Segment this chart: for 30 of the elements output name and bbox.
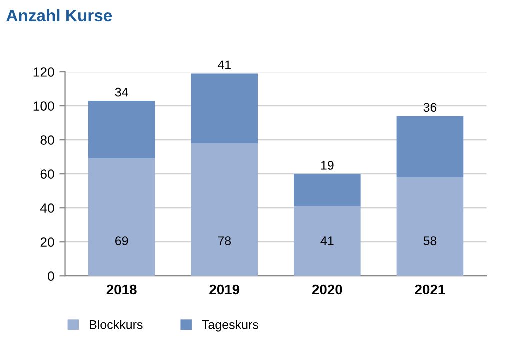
- x-tick-label: 2019: [210, 284, 240, 295]
- x-tick-label: 2020: [312, 284, 342, 295]
- chart-title: Anzahl Kurse: [6, 9, 112, 22]
- y-tick-label: 60: [40, 170, 54, 179]
- bar: [88, 100, 156, 159]
- data-label: 58: [424, 236, 437, 246]
- bar: [396, 116, 464, 178]
- bar: [191, 74, 258, 144]
- data-label: 41: [218, 60, 231, 70]
- legend-label: Blockkurs: [90, 320, 143, 330]
- x-tick-label: 2018: [106, 284, 137, 295]
- y-tick-label: 100: [34, 102, 54, 111]
- y-tick-label: 120: [34, 68, 54, 77]
- bar: [88, 158, 156, 276]
- data-label: 78: [218, 236, 232, 246]
- bar: [294, 174, 361, 206]
- y-tick-label: 20: [40, 238, 54, 248]
- data-label: 69: [116, 236, 128, 246]
- data-label: 19: [321, 161, 334, 170]
- y-tick-label: 0: [48, 272, 54, 282]
- x-tick-label: 2021: [415, 284, 446, 295]
- bar: [294, 206, 361, 276]
- legend-label: Tageskurs: [202, 320, 258, 332]
- bar: [396, 177, 464, 276]
- data-label: 41: [320, 236, 334, 246]
- data-label: 36: [424, 103, 437, 112]
- data-label: 34: [115, 88, 128, 97]
- y-tick-label: 40: [40, 204, 54, 213]
- y-tick-label: 80: [40, 136, 54, 145]
- bar: [191, 143, 258, 276]
